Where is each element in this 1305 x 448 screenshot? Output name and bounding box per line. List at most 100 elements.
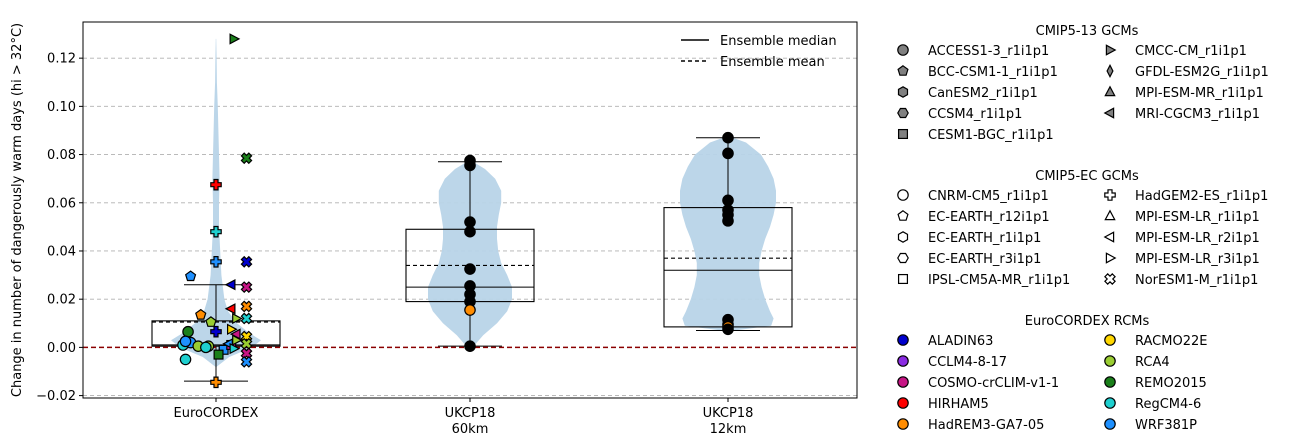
data-point	[722, 147, 734, 160]
legend-label: REMO2015	[1135, 376, 1207, 391]
data-point	[722, 215, 734, 227]
data-point	[179, 353, 192, 366]
legend-title: CMIP5-13 GCMs	[1036, 24, 1139, 39]
legend-marker	[897, 44, 909, 56]
data-point	[195, 308, 207, 320]
legend-marker	[1104, 209, 1116, 221]
legend-label: BCC-CSM1-1_r1i1p1	[928, 65, 1058, 80]
data-point	[240, 337, 253, 350]
legend-marker	[897, 334, 909, 346]
legend-label: NorESM1-M_r1i1p1	[1135, 273, 1258, 288]
legend-marker	[897, 273, 909, 285]
legend-label: CESM1-BGC_r1i1p1	[928, 128, 1054, 143]
data-point	[722, 194, 734, 207]
data-point	[213, 349, 224, 360]
legend-marker	[1104, 189, 1116, 201]
data-point	[464, 340, 476, 352]
data-point	[240, 300, 253, 313]
y-tick-label: 0.04	[47, 244, 76, 259]
data-point	[200, 341, 212, 354]
legend-label: IPSL-CM5A-MR_r1i1p1	[928, 273, 1070, 288]
data-point	[240, 355, 253, 368]
legend-marker	[1104, 273, 1116, 285]
data-point	[210, 225, 222, 238]
x-tick-label: 12km	[710, 422, 747, 437]
legend-label: HadGEM2-ES_r1i1p1	[1135, 189, 1268, 204]
data-point	[240, 281, 253, 294]
axes: −0.02 0.00 0.02 0.04 0.06 0.08 0.10 0.12 EuroCOR…	[36, 21, 858, 437]
data-point	[205, 316, 217, 327]
legend-marker	[1104, 397, 1116, 409]
x-tick-label: EuroCORDEX	[174, 406, 259, 421]
y-tick-label: 0.08	[47, 148, 76, 163]
legend-label: MPI-ESM-LR_r2i1p1	[1135, 231, 1260, 246]
legend-label: RegCM4-6	[1135, 397, 1201, 412]
data-point	[224, 279, 236, 291]
legend-label: ACCESS1-3_r1i1p1	[928, 44, 1049, 59]
legend-marker	[1103, 107, 1115, 119]
data-point	[185, 270, 197, 282]
data-point	[464, 263, 476, 275]
data-point	[210, 325, 222, 338]
data-point	[227, 323, 238, 336]
y-tick-label: 0.06	[47, 196, 76, 211]
legend-marker	[897, 231, 909, 243]
data-point	[229, 342, 241, 355]
data-points	[177, 33, 734, 389]
legend-title: EuroCORDEX RCMs	[1025, 314, 1150, 329]
legend-marker	[897, 189, 909, 201]
data-point	[232, 312, 243, 325]
legend-label: MPI-ESM-LR_r3i1p1	[1135, 252, 1260, 267]
legend-label: WRF381P	[1135, 418, 1197, 433]
legend-title: CMIP5-EC GCMs	[1035, 169, 1139, 184]
data-point	[182, 325, 194, 338]
legend-label: COSMO-crCLIM-v1-1	[928, 376, 1059, 391]
legend-label: CNRM-CM5_r1i1p1	[928, 189, 1049, 204]
data-point	[240, 347, 253, 360]
legend-label: EC-EARTH_r12i1p1	[928, 210, 1050, 225]
legend-label: CCSM4_r1i1p1	[928, 107, 1022, 122]
legend-marker	[1105, 44, 1117, 56]
legend-label: HIRHAM5	[928, 397, 989, 412]
y-tick-label: 0.12	[47, 52, 76, 67]
x-tick-label: UKCP18	[703, 406, 754, 421]
data-point	[240, 152, 253, 165]
legend-marker	[897, 107, 909, 119]
legend-marker	[1104, 418, 1116, 430]
legend-marker	[1103, 231, 1115, 243]
legend-marker	[897, 210, 909, 221]
y-axis-label: Change in number of dangerously warm day…	[10, 23, 25, 397]
legend-marker	[897, 252, 909, 264]
line-legend: Ensemble median Ensemble mean	[681, 34, 837, 70]
legend-label: GFDL-ESM2G_r1i1p1	[1135, 65, 1269, 80]
data-point	[229, 33, 241, 45]
legend-label: RACMO22E	[1135, 334, 1207, 349]
data-point	[240, 255, 253, 268]
legend-marker	[897, 376, 909, 388]
data-point	[210, 178, 222, 191]
legend-label: ALADIN63	[928, 334, 993, 349]
legend-label: CCLM4-8-17	[928, 355, 1007, 370]
legend-line-label: Ensemble mean	[720, 55, 825, 70]
violin	[171, 38, 261, 367]
data-point	[224, 303, 236, 315]
legend-marker	[1104, 376, 1116, 388]
data-point	[464, 225, 476, 238]
legend-marker	[897, 418, 909, 430]
legend-label: CanESM2_r1i1p1	[928, 86, 1038, 101]
data-point	[232, 334, 243, 346]
data-point	[240, 312, 253, 325]
legend-label: EC-EARTH_r3i1p1	[928, 252, 1041, 267]
violins	[171, 38, 776, 367]
data-point	[722, 323, 734, 336]
legend-marker	[1104, 355, 1116, 367]
marker-legend: CMIP5-13 GCMs ACCESS1-3_r1i1p1 BCC-CSM1-1_…	[897, 24, 1269, 433]
data-point	[464, 159, 476, 172]
x-tick-label: 60km	[452, 422, 489, 437]
legend-marker	[897, 355, 909, 367]
legend-marker	[1104, 85, 1116, 97]
data-point	[464, 304, 476, 316]
data-point	[210, 256, 222, 268]
data-point	[179, 335, 192, 348]
